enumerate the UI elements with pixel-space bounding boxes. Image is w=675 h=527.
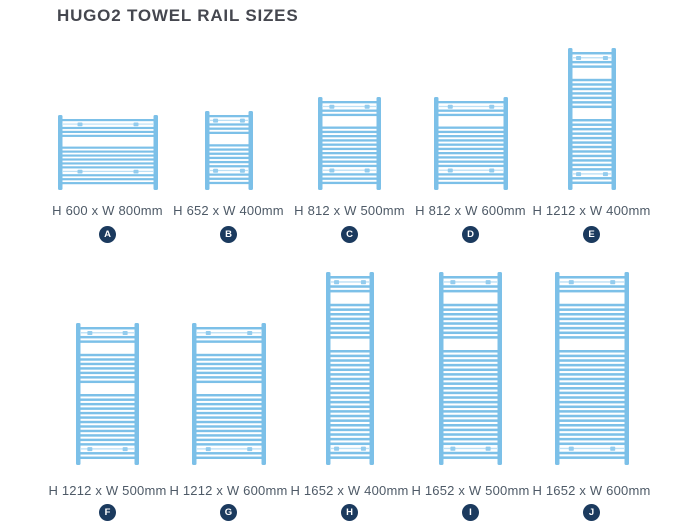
rail-area	[57, 45, 158, 190]
rail-item-G: H 1212 x W 600mm G	[168, 272, 289, 521]
rail-letter-badge: J	[583, 504, 600, 521]
page-title: HUGO2 TOWEL RAIL SIZES	[57, 6, 299, 25]
rail-item-A: H 600 x W 800mm A	[47, 45, 168, 243]
towel-rail-illustration	[325, 272, 374, 465]
towel-rail-illustration	[439, 272, 502, 465]
rail-area	[191, 272, 266, 465]
rail-area	[76, 272, 139, 465]
rail-letter-badge: E	[583, 226, 600, 243]
towel-rail-illustration	[204, 111, 253, 190]
rail-item-E: H 1212 x W 400mm E	[531, 45, 652, 243]
rail-letter-badge: C	[341, 226, 358, 243]
rail-size-label: H 1652 x W 600mm	[532, 483, 651, 498]
rail-area	[318, 45, 381, 190]
towel-rail-illustration	[318, 97, 381, 190]
rail-letter-badge: F	[99, 504, 116, 521]
towel-rail-illustration	[433, 97, 508, 190]
rail-size-label: H 1212 x W 600mm	[169, 483, 288, 498]
rail-area	[554, 272, 629, 465]
rail-letter-badge: D	[462, 226, 479, 243]
rail-item-H: H 1652 x W 400mm H	[289, 272, 410, 521]
rail-letter-badge: B	[220, 226, 237, 243]
rail-item-B: H 652 x W 400mm B	[168, 45, 289, 243]
rail-item-J: H 1652 x W 600mm J	[531, 272, 652, 521]
rail-area	[204, 45, 253, 190]
rail-row-top: H 600 x W 800mm A H 652 x W 400mm B H 81…	[47, 45, 652, 243]
rail-item-C: H 812 x W 500mm C	[289, 45, 410, 243]
rail-size-label: H 1652 x W 500mm	[411, 483, 530, 498]
rail-area	[433, 45, 508, 190]
rail-size-label: H 1212 x W 400mm	[532, 203, 651, 218]
rail-area	[325, 272, 374, 465]
rail-row-bottom: H 1212 x W 500mm F H 1212 x W 600mm G H …	[47, 272, 652, 521]
rail-letter-badge: A	[99, 226, 116, 243]
towel-rail-illustration	[567, 48, 616, 190]
rail-size-label: H 812 x W 500mm	[294, 203, 405, 218]
rail-size-label: H 652 x W 400mm	[173, 203, 284, 218]
rail-area	[567, 45, 616, 190]
rail-size-label: H 600 x W 800mm	[52, 203, 163, 218]
rail-size-label: H 1652 x W 400mm	[290, 483, 409, 498]
rail-letter-badge: I	[462, 504, 479, 521]
towel-rail-illustration	[191, 323, 266, 465]
rail-item-I: H 1652 x W 500mm I	[410, 272, 531, 521]
rail-size-label: H 812 x W 600mm	[415, 203, 526, 218]
rail-item-D: H 812 x W 600mm D	[410, 45, 531, 243]
towel-rail-illustration	[57, 115, 158, 190]
towel-rail-illustration	[554, 272, 629, 465]
rail-area	[439, 272, 502, 465]
rail-letter-badge: G	[220, 504, 237, 521]
rail-size-label: H 1212 x W 500mm	[48, 483, 167, 498]
towel-rail-illustration	[76, 323, 139, 465]
rail-letter-badge: H	[341, 504, 358, 521]
rail-item-F: H 1212 x W 500mm F	[47, 272, 168, 521]
